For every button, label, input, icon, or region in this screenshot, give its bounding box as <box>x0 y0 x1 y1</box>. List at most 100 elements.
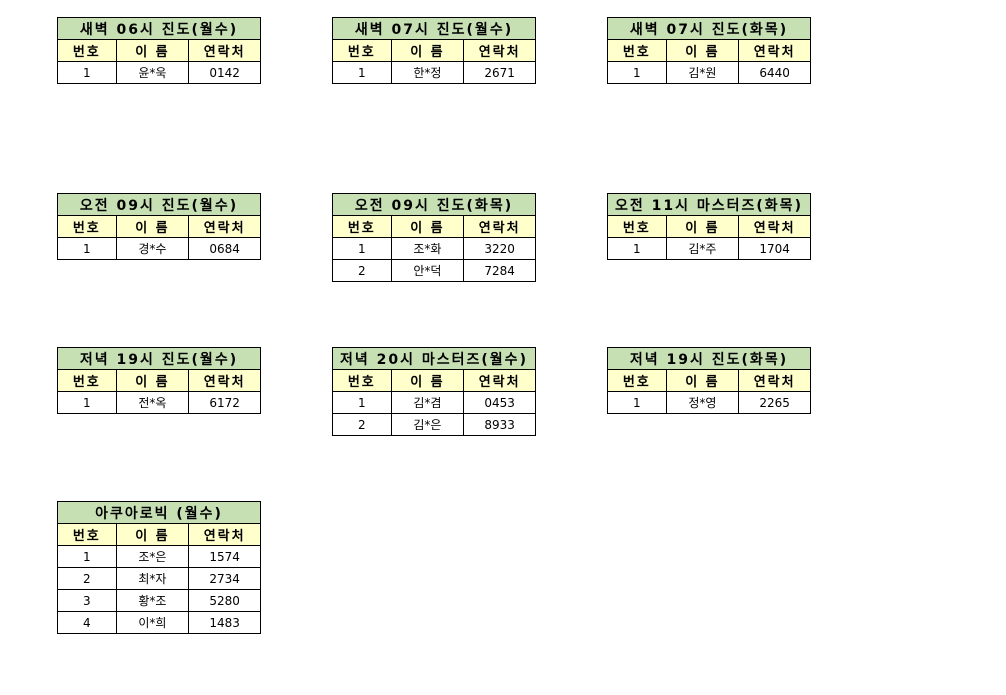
header-name: 이 름 <box>115 215 190 238</box>
cell-contact[interactable]: 8933 <box>463 413 536 436</box>
cell-no[interactable]: 2 <box>57 567 117 590</box>
header-no: 번호 <box>607 39 667 62</box>
cell-name[interactable]: 조*화 <box>390 237 465 260</box>
table-row: 1 정*영 2265 <box>607 391 811 414</box>
header-no: 번호 <box>607 215 667 238</box>
table-row: 1 조*은 1574 <box>57 545 261 568</box>
cell-no[interactable]: 1 <box>57 391 117 414</box>
cell-contact[interactable]: 0453 <box>463 391 536 414</box>
header-no: 번호 <box>57 215 117 238</box>
table-title: 저녁 19시 진도(월수) <box>57 347 261 370</box>
header-no: 번호 <box>332 39 392 62</box>
cell-contact[interactable]: 3220 <box>463 237 536 260</box>
table-title: 새벽 06시 진도(월수) <box>57 17 261 40</box>
cell-no[interactable]: 1 <box>332 237 392 260</box>
cell-contact[interactable]: 1483 <box>188 611 261 634</box>
class-table: 새벽 07시 진도(월수) 번호 이 름 연락처 1 한*정 2671 <box>332 17 536 84</box>
cell-name[interactable]: 정*영 <box>665 391 740 414</box>
cell-contact[interactable]: 7284 <box>463 259 536 282</box>
class-table: 오전 09시 진도(월수) 번호 이 름 연락처 1 경*수 0684 <box>57 193 261 260</box>
class-table: 아쿠아로빅 (월수) 번호 이 름 연락처 1 조*은 1574 2 최*자 2734 3 황*조 52… <box>57 501 261 634</box>
cell-contact[interactable]: 1704 <box>738 237 811 260</box>
cell-name[interactable]: 김*원 <box>665 61 740 84</box>
header-no: 번호 <box>57 369 117 392</box>
header-contact: 연락처 <box>188 215 261 238</box>
class-table: 오전 09시 진도(화목) 번호 이 름 연락처 1 조*화 3220 2 안*덕 7284 <box>332 193 536 282</box>
cell-contact[interactable]: 5280 <box>188 589 261 612</box>
cell-name[interactable]: 김*은 <box>390 413 465 436</box>
table-row: 1 경*수 0684 <box>57 237 261 260</box>
header-no: 번호 <box>332 215 392 238</box>
cell-contact[interactable]: 1574 <box>188 545 261 568</box>
cell-contact[interactable]: 0142 <box>188 61 261 84</box>
cell-name[interactable]: 한*정 <box>390 61 465 84</box>
cell-name[interactable]: 윤*욱 <box>115 61 190 84</box>
header-contact: 연락처 <box>738 39 811 62</box>
table-row: 1 조*화 3220 <box>332 237 536 260</box>
cell-no[interactable]: 1 <box>332 61 392 84</box>
cell-contact[interactable]: 2265 <box>738 391 811 414</box>
cell-no[interactable]: 1 <box>332 391 392 414</box>
cell-no[interactable]: 3 <box>57 589 117 612</box>
table-title: 오전 09시 진도(화목) <box>332 193 536 216</box>
cell-contact[interactable]: 2734 <box>188 567 261 590</box>
cell-contact[interactable]: 6440 <box>738 61 811 84</box>
table-title: 저녁 20시 마스터즈(월수) <box>332 347 536 370</box>
cell-no[interactable]: 1 <box>57 237 117 260</box>
header-contact: 연락처 <box>188 523 261 546</box>
header-name: 이 름 <box>115 523 190 546</box>
class-table: 저녁 20시 마스터즈(월수) 번호 이 름 연락처 1 김*겸 0453 2 김*은 8933 <box>332 347 536 436</box>
table-row: 2 안*덕 7284 <box>332 259 536 282</box>
cell-no[interactable]: 1 <box>607 237 667 260</box>
cell-name[interactable]: 조*은 <box>115 545 190 568</box>
cell-no[interactable]: 4 <box>57 611 117 634</box>
table-title: 아쿠아로빅 (월수) <box>57 501 261 524</box>
header-no: 번호 <box>607 369 667 392</box>
header-name: 이 름 <box>665 215 740 238</box>
cell-no[interactable]: 1 <box>607 391 667 414</box>
table-row: 2 최*자 2734 <box>57 567 261 590</box>
header-no: 번호 <box>57 39 117 62</box>
table-row: 1 한*정 2671 <box>332 61 536 84</box>
header-name: 이 름 <box>665 369 740 392</box>
cell-no[interactable]: 2 <box>332 413 392 436</box>
cell-no[interactable]: 1 <box>57 61 117 84</box>
cell-name[interactable]: 최*자 <box>115 567 190 590</box>
class-table: 저녁 19시 진도(화목) 번호 이 름 연락처 1 정*영 2265 <box>607 347 811 414</box>
header-name: 이 름 <box>390 215 465 238</box>
table-title: 저녁 19시 진도(화목) <box>607 347 811 370</box>
cell-name[interactable]: 김*겸 <box>390 391 465 414</box>
cell-name[interactable]: 전*옥 <box>115 391 190 414</box>
cell-name[interactable]: 황*조 <box>115 589 190 612</box>
header-name: 이 름 <box>665 39 740 62</box>
cell-contact[interactable]: 6172 <box>188 391 261 414</box>
table-row: 1 김*겸 0453 <box>332 391 536 414</box>
class-table: 저녁 19시 진도(월수) 번호 이 름 연락처 1 전*옥 6172 <box>57 347 261 414</box>
table-row: 1 윤*욱 0142 <box>57 61 261 84</box>
table-row: 4 이*희 1483 <box>57 611 261 634</box>
header-contact: 연락처 <box>738 369 811 392</box>
table-title: 오전 11시 마스터즈(화목) <box>607 193 811 216</box>
table-title: 새벽 07시 진도(월수) <box>332 17 536 40</box>
header-name: 이 름 <box>115 39 190 62</box>
cell-name[interactable]: 김*주 <box>665 237 740 260</box>
table-title: 새벽 07시 진도(화목) <box>607 17 811 40</box>
cell-name[interactable]: 이*희 <box>115 611 190 634</box>
class-table: 새벽 07시 진도(화목) 번호 이 름 연락처 1 김*원 6440 <box>607 17 811 84</box>
cell-no[interactable]: 1 <box>607 61 667 84</box>
cell-no[interactable]: 2 <box>332 259 392 282</box>
header-contact: 연락처 <box>463 39 536 62</box>
cell-contact[interactable]: 0684 <box>188 237 261 260</box>
table-row: 1 김*원 6440 <box>607 61 811 84</box>
cell-no[interactable]: 1 <box>57 545 117 568</box>
header-no: 번호 <box>57 523 117 546</box>
cell-contact[interactable]: 2671 <box>463 61 536 84</box>
cell-name[interactable]: 경*수 <box>115 237 190 260</box>
header-no: 번호 <box>332 369 392 392</box>
header-name: 이 름 <box>390 39 465 62</box>
header-name: 이 름 <box>390 369 465 392</box>
table-row: 3 황*조 5280 <box>57 589 261 612</box>
header-contact: 연락처 <box>738 215 811 238</box>
class-table: 새벽 06시 진도(월수) 번호 이 름 연락처 1 윤*욱 0142 <box>57 17 261 84</box>
cell-name[interactable]: 안*덕 <box>390 259 465 282</box>
